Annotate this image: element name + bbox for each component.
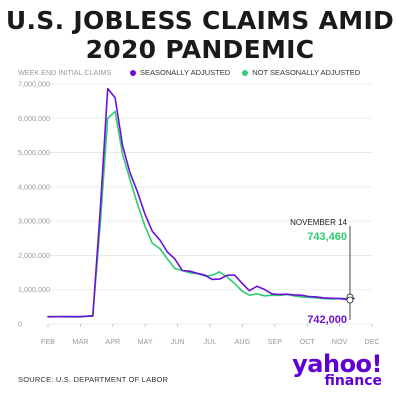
x-tick-label: FEB: [41, 337, 55, 346]
y-tick-label: 4,000,000: [18, 182, 50, 191]
y-tick-label: 0: [18, 320, 22, 329]
annotation-value-not-seasonal: 743,460: [307, 231, 347, 243]
legend-dot-not-seasonal: [242, 69, 249, 76]
y-tick-label: 2,000,000: [18, 251, 50, 260]
y-tick-label: 1,000,000: [18, 285, 50, 294]
y-axis-label: WEEK END INITIAL CLAIMS: [18, 68, 111, 77]
yahoo-finance-logo: yahoo! finance: [292, 352, 382, 388]
annotation-value-seasonal: 742,000: [307, 314, 347, 326]
source-note: SOURCE: U.S. DEPARTMENT OF LABOR: [18, 375, 169, 384]
y-tick-label: 6,000,000: [18, 114, 50, 123]
x-tick-label: JUL: [204, 337, 217, 346]
legend-label-seasonal: SEASONALLY ADJUSTED: [140, 68, 231, 77]
annotation-date: NOVEMBER 14: [290, 218, 347, 227]
y-tick-label: 3,000,000: [18, 217, 50, 226]
series-line-not-seasonal: [47, 110, 355, 318]
annotation-marker-lower: [346, 296, 354, 304]
x-tick-label: NOV: [332, 337, 348, 346]
x-tick-label: APR: [105, 337, 120, 346]
logo-word: yahoo!: [292, 350, 382, 378]
legend-item-seasonal: SEASONALLY ADJUSTED: [130, 68, 230, 77]
logo-sub: finance: [324, 373, 382, 389]
x-tick-label: MAY: [138, 337, 153, 346]
y-tick-label: 7,000,000: [18, 80, 50, 89]
chart-title-line-2: 2020 PANDEMIC: [85, 35, 315, 64]
x-tick-label: JUN: [171, 337, 185, 346]
x-tick-label: OCT: [300, 337, 316, 346]
chart-legend: SEASONALLY ADJUSTED NOT SEASONALLY ADJUS…: [130, 68, 360, 77]
y-tick-label: 5,000,000: [18, 148, 50, 157]
legend-dot-seasonal: [130, 69, 136, 76]
chart-title-line-1: U.S. JOBLESS CLAIMS AMID: [5, 6, 395, 35]
x-tick-label: SEP: [268, 337, 283, 346]
x-tick-label: AUG: [235, 337, 251, 346]
chart-title: U.S. JOBLESS CLAIMS AMID 2020 PANDEMIC: [0, 6, 400, 64]
x-tick-label: MAR: [72, 337, 88, 346]
series-line-seasonal: [47, 87, 355, 318]
legend-label-not-seasonal: NOT SEASONALLY ADJUSTED: [252, 68, 361, 77]
x-tick-label: DEC: [364, 337, 379, 346]
legend-item-not-seasonal: NOT SEASONALLY ADJUSTED: [242, 68, 360, 77]
